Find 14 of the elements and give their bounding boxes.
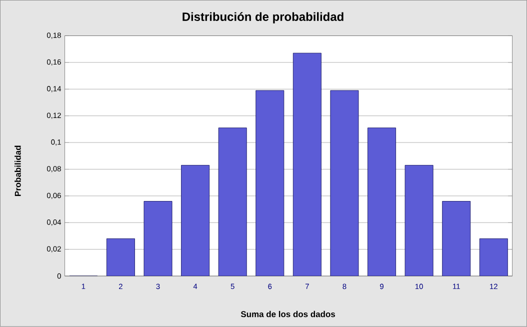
bar	[442, 201, 470, 276]
bar	[330, 90, 358, 276]
bar	[293, 53, 322, 276]
bar	[218, 128, 247, 276]
bar	[144, 201, 172, 276]
bar	[181, 165, 210, 276]
y-axis-title: Probabilidad	[14, 146, 21, 196]
bar	[368, 128, 396, 276]
x-axis-title: Suma de los dos dados	[240, 311, 336, 318]
bar	[405, 165, 434, 276]
bar	[106, 238, 135, 276]
chart-title: Distribución de probabilidad	[182, 12, 344, 24]
bar	[479, 238, 508, 276]
bar	[256, 90, 284, 276]
